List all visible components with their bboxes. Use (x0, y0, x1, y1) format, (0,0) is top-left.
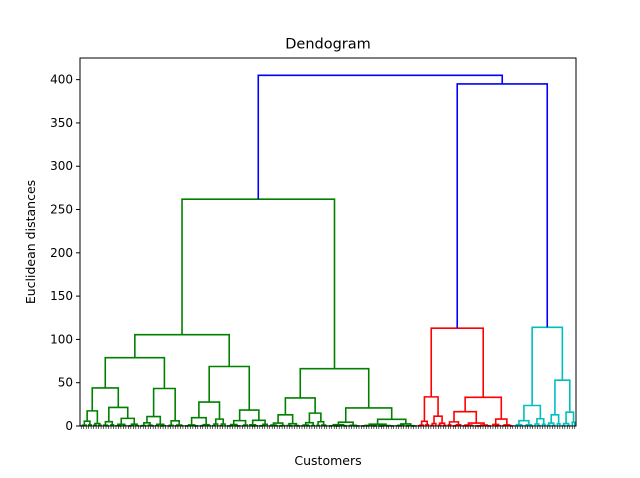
dendrogram-link (480, 424, 489, 426)
dendrogram-link (571, 421, 576, 426)
dendrogram-link (423, 396, 439, 422)
dendrogram-link (523, 404, 542, 421)
y-tick-label: 150 (50, 289, 73, 303)
y-axis-label: Euclidean distances (23, 180, 38, 304)
dendrogram-link (134, 333, 231, 367)
dendrogram-link (198, 401, 221, 420)
dendrogram-link (438, 422, 446, 426)
y-tick-label: 350 (50, 116, 73, 130)
y-tick-label: 300 (50, 159, 73, 173)
y-tick-label: 50 (58, 376, 73, 390)
dendrogram-link (536, 417, 545, 425)
y-axis: 0 50 100 150 200 250 300 350 400 (50, 73, 80, 433)
dendrogram-link (146, 415, 162, 425)
dendrogram-link (94, 422, 101, 426)
dendrogram-link (202, 423, 210, 426)
y-tick-label: 250 (50, 203, 73, 217)
dendrogram-link (433, 415, 443, 424)
dendrogram-link (562, 422, 570, 426)
dendrogram-link (156, 423, 165, 426)
y-tick-label: 400 (50, 73, 73, 87)
dendrogram-link (251, 419, 266, 425)
dendrogram-links (80, 74, 576, 427)
dendrogram-link (238, 409, 260, 421)
dendrogram-link (108, 406, 129, 422)
dendrogram-link (531, 326, 564, 406)
dendrogram-link (332, 423, 345, 426)
y-tick-label: 0 (65, 419, 73, 433)
dendrogram-link (270, 424, 277, 426)
chart-title: Dendogram (285, 37, 371, 53)
dendrogram-link (494, 418, 508, 425)
y-tick-label: 200 (50, 246, 73, 260)
dendrogram-link (515, 423, 523, 426)
y-tick-label: 100 (50, 332, 73, 346)
dendrogram-link (400, 423, 412, 426)
dendrogram-link (453, 410, 478, 424)
dendrogram-link (232, 419, 247, 426)
dendrogram-link (104, 420, 114, 426)
dendrogram-link (430, 327, 485, 398)
dendrogram-link (302, 424, 309, 426)
dendrogram-link (547, 422, 555, 426)
dendrogram-link (464, 396, 503, 420)
dendrogram-link (456, 83, 549, 329)
dendrogram-link (220, 423, 226, 426)
dendrogram-link (187, 424, 196, 426)
dendrogram-link (208, 365, 251, 411)
x-axis-label: Customers (294, 453, 361, 468)
dendrogram-link (104, 356, 166, 389)
dendrogram-link (257, 74, 504, 200)
dendrogram-link (554, 379, 571, 415)
plot-frame (79, 57, 577, 427)
dendrogram-link (420, 420, 428, 426)
dendrogram-link (83, 420, 91, 426)
dendrogram-link (181, 198, 336, 369)
dendrogram-link (284, 397, 316, 415)
dendrogram-link (110, 423, 115, 426)
dendrogram-link (86, 410, 99, 424)
dendrogram-link (143, 422, 151, 426)
dendrogram-link (272, 422, 284, 426)
dendrogram-link (152, 387, 176, 421)
dendrogram-link (277, 413, 294, 424)
dendrogram-link (299, 367, 370, 408)
dendrogram-link (87, 424, 92, 426)
dendrogram-link (117, 423, 126, 426)
